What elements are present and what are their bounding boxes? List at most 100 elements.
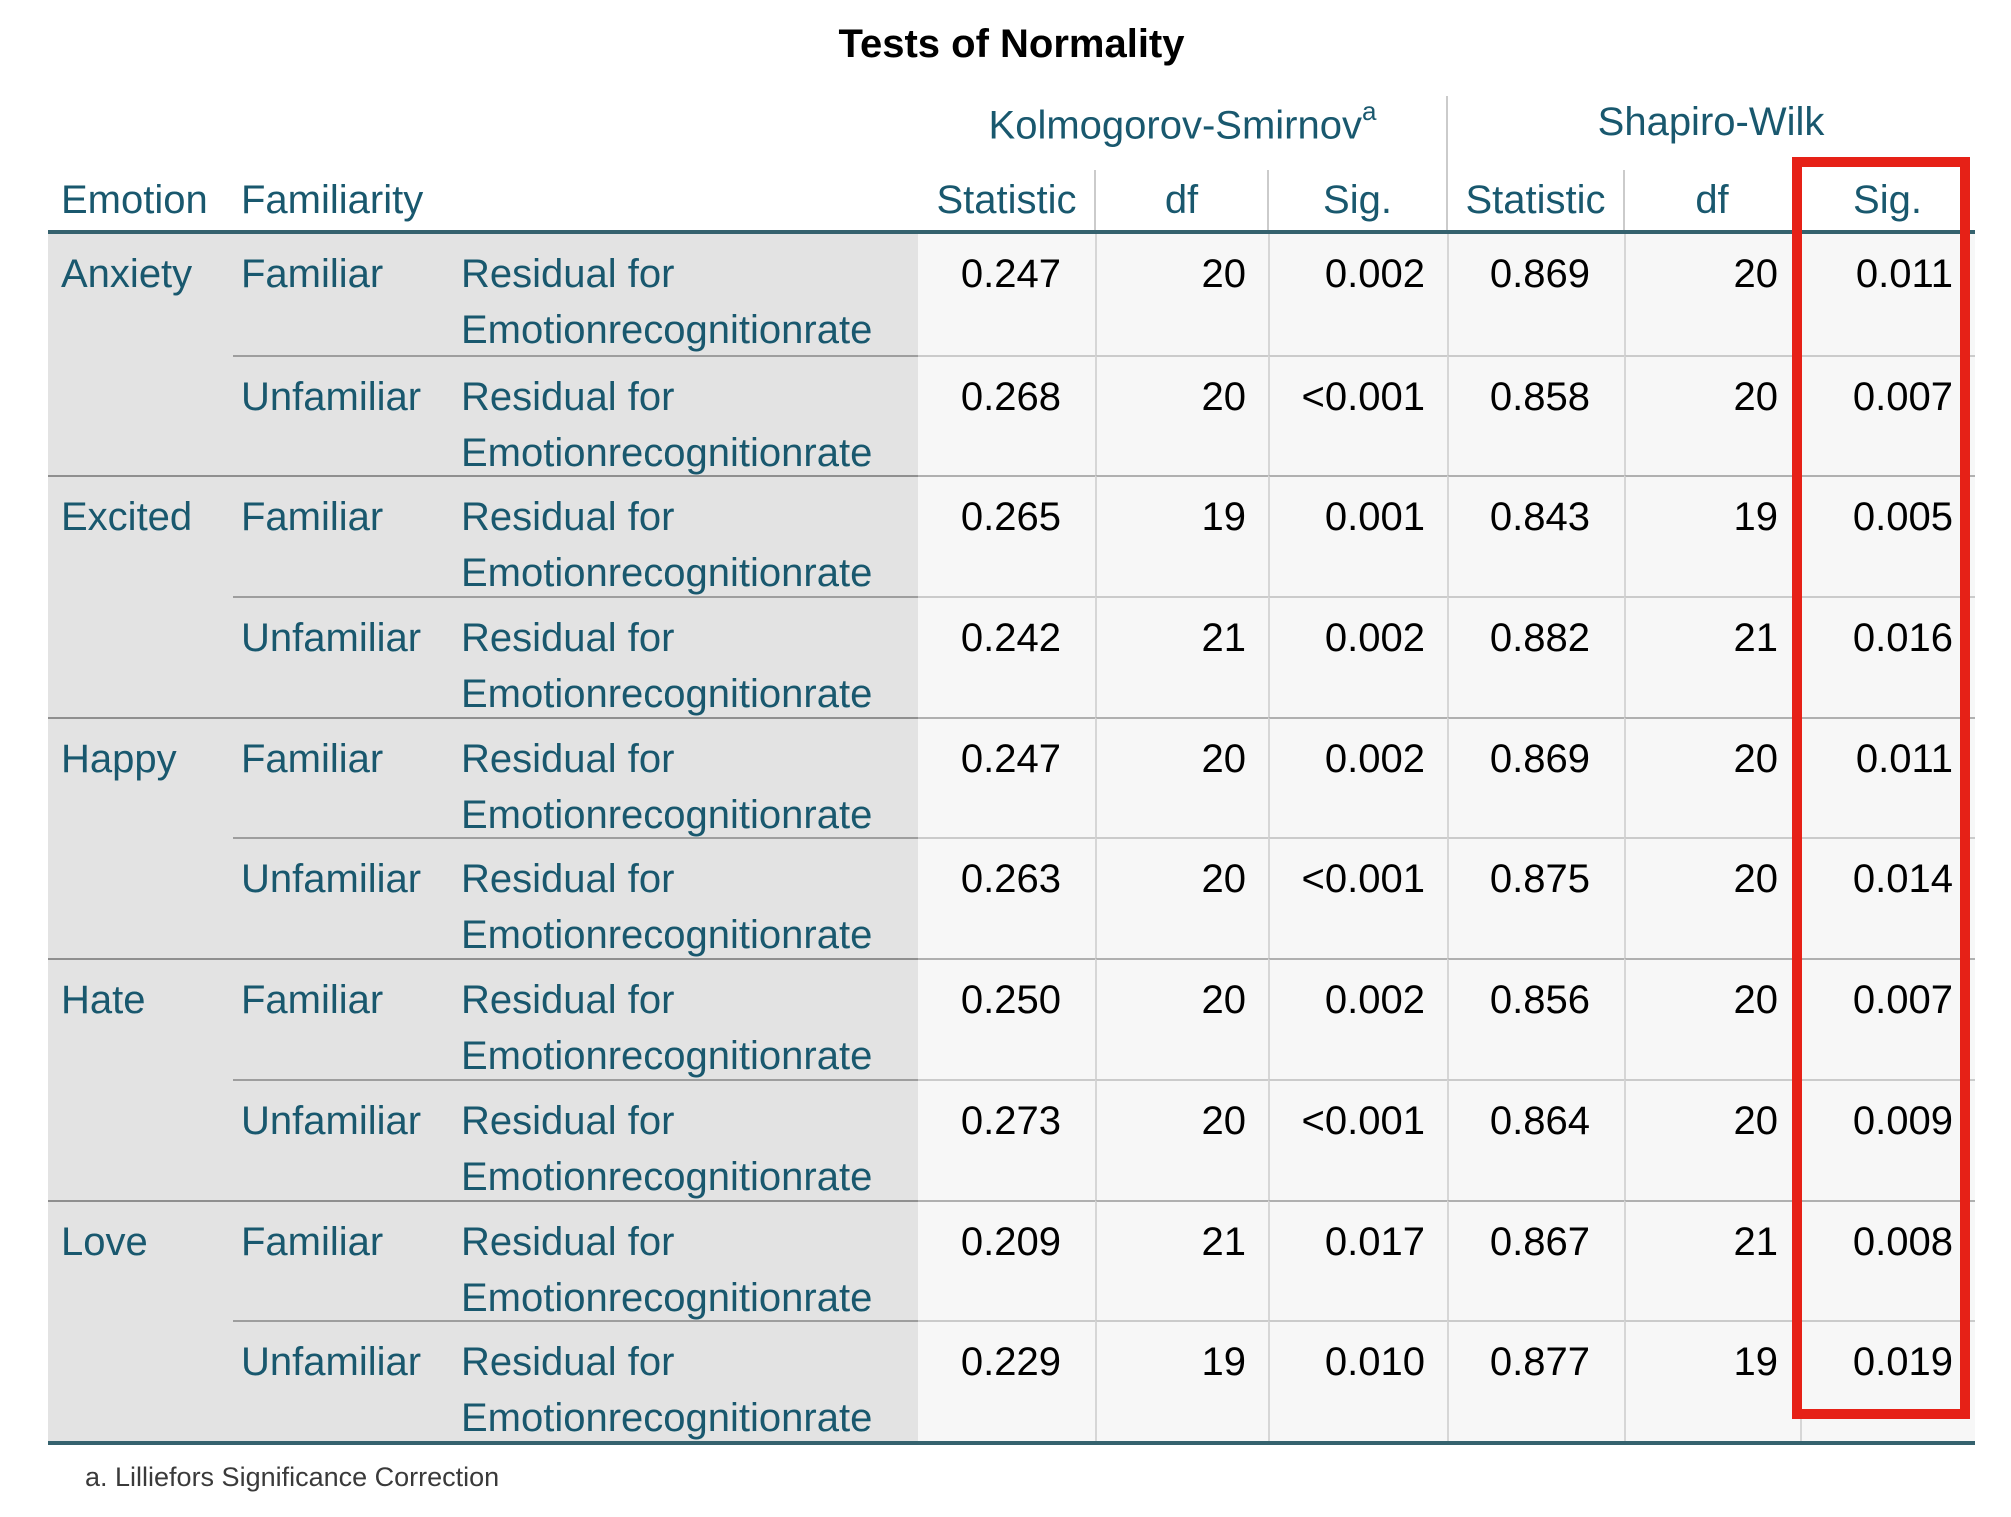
table-row: Unfamiliar Residual for Emotionrecognition… (48, 837, 1975, 959)
sw-statistic-cell: 0.869 (1447, 716, 1624, 838)
measure-cell: Residual for Emotionrecognitionrate (455, 837, 918, 959)
measure-line: Residual for (461, 736, 675, 781)
ks-df-cell: 20 (1095, 234, 1268, 355)
sw-sig-cell: 0.005 (1800, 475, 1975, 597)
emotion-cell: Hate (48, 958, 233, 1079)
ks-df-cell: 20 (1095, 837, 1268, 959)
ks-statistic-cell: 0.268 (918, 354, 1095, 476)
ks-statistic-cell: 0.242 (918, 596, 1095, 717)
ks-df-cell: 21 (1095, 1199, 1268, 1321)
table-row: Anxiety Familiar Residual for Emotionrecogn… (48, 234, 1975, 355)
sw-statistic-cell: 0.875 (1447, 837, 1624, 959)
ks-sig-cell: 0.002 (1268, 234, 1447, 355)
measure-line: Residual for (461, 374, 675, 419)
sw-statistic-cell: 0.882 (1447, 596, 1624, 717)
table-title: Tests of Normality (838, 22, 1185, 66)
column-header-emotion: Emotion (61, 178, 208, 222)
table-row: Excited Familiar Residual for Emotionrecogn… (48, 475, 1975, 597)
sw-sig-cell: 0.011 (1800, 716, 1975, 838)
measure-line: Residual for (461, 1219, 675, 1264)
sw-sig-cell: 0.014 (1800, 837, 1975, 959)
sw-statistic-cell: 0.869 (1447, 234, 1624, 355)
ks-sig-cell: <0.001 (1268, 354, 1447, 476)
sw-statistic-cell: 0.843 (1447, 475, 1624, 597)
familiarity-cell: Unfamiliar (233, 596, 455, 717)
sw-df-cell: 20 (1624, 234, 1800, 355)
sw-group-label: Shapiro-Wilk (1597, 100, 1825, 144)
ks-statistic-cell: 0.250 (918, 958, 1095, 1079)
sw-df-cell: 19 (1624, 475, 1800, 597)
sw-df-cell: 21 (1624, 1199, 1800, 1321)
sw-df-cell: 19 (1624, 1320, 1800, 1441)
table-body: Anxiety Familiar Residual for Emotionrecogn… (48, 234, 1975, 1441)
sw-sig-cell: 0.007 (1800, 354, 1975, 476)
bottom-rule (48, 1441, 1975, 1445)
familiarity-cell: Familiar (233, 234, 455, 355)
measure-line: Emotionrecognitionrate (461, 551, 873, 596)
measure-line: Residual for (461, 1340, 675, 1385)
table-row: Hate Familiar Residual for Emotionrecogniti… (48, 958, 1975, 1079)
ks-group-label: Kolmogorov-Smirnov (988, 103, 1362, 148)
measure-cell: Residual for Emotionrecognitionrate (455, 1320, 918, 1441)
ks-sig-cell: <0.001 (1268, 837, 1447, 959)
measure-line: Emotionrecognitionrate (461, 1275, 873, 1320)
ks-footnote-marker: a (1362, 96, 1377, 126)
measure-line: Emotionrecognitionrate (461, 672, 873, 717)
emotion-cell (48, 1320, 233, 1441)
measure-cell: Residual for Emotionrecognitionrate (455, 475, 918, 597)
ks-sig-cell: 0.002 (1268, 716, 1447, 838)
column-header-ks-df: df (1164, 178, 1199, 222)
familiarity-cell: Familiar (233, 716, 455, 838)
measure-line: Residual for (461, 616, 675, 661)
sw-sig-cell: 0.007 (1800, 958, 1975, 1079)
ks-statistic-cell: 0.247 (918, 234, 1095, 355)
ks-statistic-cell: 0.209 (918, 1199, 1095, 1321)
table-row: Unfamiliar Residual for Emotionrecognition… (48, 1320, 1975, 1441)
ks-df-cell: 19 (1095, 475, 1268, 597)
measure-line: Residual for (461, 252, 675, 296)
ks-df-cell: 19 (1095, 1320, 1268, 1441)
sw-df-cell: 20 (1624, 837, 1800, 959)
header-column-divider (1799, 170, 1801, 234)
table-row: Unfamiliar Residual for Emotionrecognition… (48, 354, 1975, 476)
ks-statistic-cell: 0.273 (918, 1078, 1095, 1200)
ks-sig-cell: <0.001 (1268, 1078, 1447, 1200)
sw-statistic-cell: 0.877 (1447, 1320, 1624, 1441)
emotion-cell (48, 837, 233, 959)
emotion-cell: Love (48, 1199, 233, 1321)
ks-df-cell: 20 (1095, 716, 1268, 838)
familiarity-cell: Unfamiliar (233, 1078, 455, 1200)
column-header-sw-statistic: Statistic (1465, 178, 1606, 222)
ks-df-cell: 20 (1095, 958, 1268, 1079)
ks-sig-cell: 0.017 (1268, 1199, 1447, 1321)
column-header-sw-df: df (1695, 178, 1729, 222)
sw-statistic-cell: 0.867 (1447, 1199, 1624, 1321)
sw-sig-cell: 0.011 (1800, 234, 1975, 355)
header-rule (48, 230, 1975, 234)
table-row: Unfamiliar Residual for Emotionrecognition… (48, 596, 1975, 717)
measure-line: Residual for (461, 857, 675, 902)
measure-line: Emotionrecognitionrate (461, 1154, 873, 1199)
ks-sig-cell: 0.001 (1268, 475, 1447, 597)
ks-statistic-cell: 0.229 (918, 1320, 1095, 1441)
column-header-ks-sig: Sig. (1323, 178, 1392, 222)
header-column-divider (1267, 170, 1269, 234)
measure-cell: Residual for Emotionrecognitionrate (455, 234, 918, 355)
sw-sig-cell: 0.009 (1800, 1078, 1975, 1200)
ks-sig-cell: 0.002 (1268, 958, 1447, 1079)
ks-sig-cell: 0.002 (1268, 596, 1447, 717)
ks-sig-cell: 0.010 (1268, 1320, 1447, 1441)
familiarity-cell: Familiar (233, 1199, 455, 1321)
emotion-cell: Excited (48, 475, 233, 597)
measure-line: Emotionrecognitionrate (461, 913, 873, 958)
sw-df-cell: 20 (1624, 716, 1800, 838)
familiarity-cell: Familiar (233, 958, 455, 1079)
header-column-divider (1094, 170, 1096, 234)
sw-statistic-cell: 0.864 (1447, 1078, 1624, 1200)
table-row: Unfamiliar Residual for Emotionrecognition… (48, 1078, 1975, 1200)
header-group-divider (1446, 96, 1448, 234)
ks-statistic-cell: 0.265 (918, 475, 1095, 597)
familiarity-cell: Unfamiliar (233, 354, 455, 476)
ks-df-cell: 20 (1095, 1078, 1268, 1200)
